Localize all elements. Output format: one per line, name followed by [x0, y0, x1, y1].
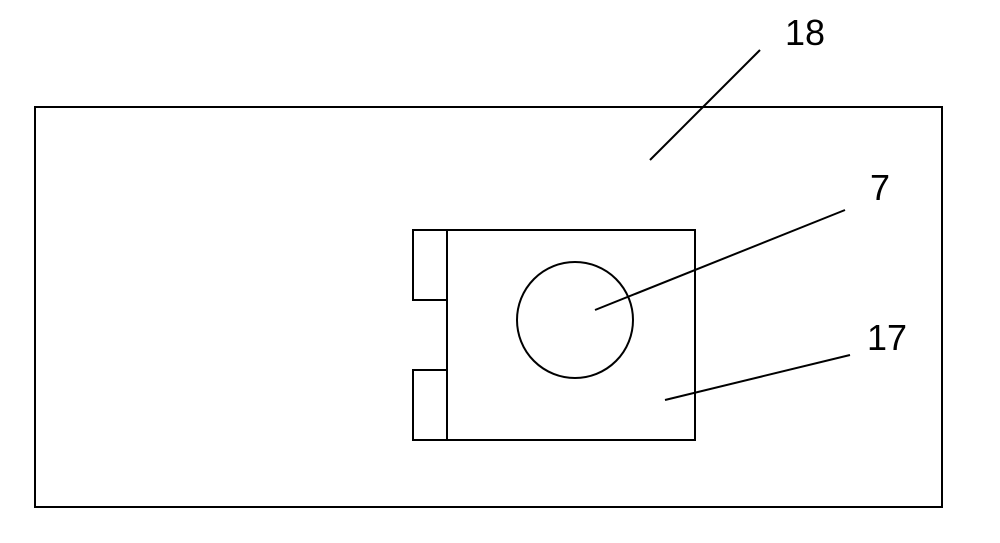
diagram-svg: 18 7 17	[0, 0, 1000, 543]
diagram-container: 18 7 17	[0, 0, 1000, 543]
label-18: 18	[785, 12, 825, 53]
leader-line-17	[665, 355, 850, 400]
inner-circle	[517, 262, 633, 378]
inner-block-notch-top	[413, 230, 447, 300]
outer-rect	[35, 107, 942, 507]
leader-line-18	[650, 50, 760, 160]
label-7: 7	[870, 167, 890, 208]
inner-block-notch-bottom	[413, 370, 447, 440]
label-17: 17	[867, 317, 907, 358]
leader-line-7	[595, 210, 845, 310]
